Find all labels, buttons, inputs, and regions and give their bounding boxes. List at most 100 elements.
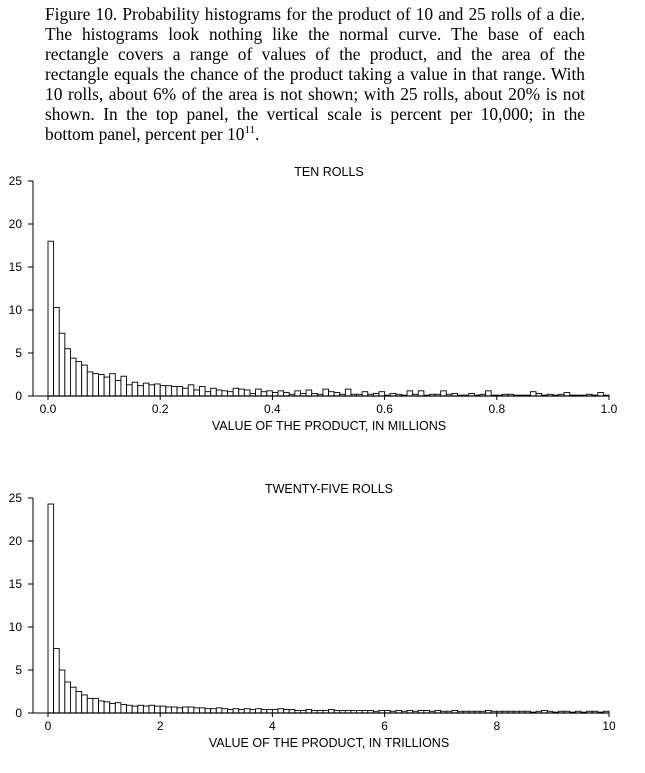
panel0-histogram-bar xyxy=(137,385,144,397)
panel0-histogram-bar xyxy=(417,390,425,397)
ten-rolls-histogram: TEN ROLLS 0 5 10 15 20 25 0.0 0.2 0.4 0.6 0.8 1.0 VAL… xyxy=(9,165,618,433)
panel1-histogram-bar xyxy=(215,707,223,714)
panel1-histogram-bar xyxy=(53,648,60,714)
panel1-x-tick-label: 4 xyxy=(269,719,276,733)
panel0-histogram-bar xyxy=(210,387,217,397)
panel1-y-tick-label: 5 xyxy=(15,663,22,677)
panel1-histogram-bar xyxy=(98,700,105,714)
panel1-histogram-bar xyxy=(69,686,77,714)
panel1-x-tick-label: 10 xyxy=(602,719,616,733)
panel0-histogram-bar xyxy=(277,390,285,397)
panel1-histogram-bar xyxy=(221,708,228,714)
panel1-histogram-bar xyxy=(199,707,206,714)
panel0-x-tick-label: 0.8 xyxy=(488,402,505,416)
panel0-histogram-bar xyxy=(126,384,133,397)
panel0-histogram-bar xyxy=(92,373,99,397)
panel1-histogram-bar xyxy=(142,705,150,714)
panel1-histogram-bar xyxy=(114,702,122,714)
panel1-y-tick-label: 20 xyxy=(9,534,23,548)
panel0-histogram-bar xyxy=(75,361,83,397)
panel1-histogram-bar xyxy=(75,691,83,714)
panel1-y-tick-label: 15 xyxy=(9,577,23,591)
panel0-histogram-bar xyxy=(64,348,71,397)
panel0-histogram-bar xyxy=(243,389,251,397)
panel1-histogram-bar xyxy=(47,503,55,714)
panel0-histogram-bar xyxy=(131,381,139,397)
panel0-y-tick-label: 5 xyxy=(15,346,22,360)
panel0-histogram-bar xyxy=(182,387,189,397)
panel1-x-axis-label: VALUE OF THE PRODUCT, IN TRILLIONS xyxy=(209,736,449,750)
panel0-histogram-bar xyxy=(232,387,240,397)
panel1-histogram-bar xyxy=(154,705,161,714)
panel0-histogram-bar xyxy=(170,386,178,397)
panel1-histogram-bar xyxy=(109,703,116,714)
panel0-x-tick-label: 0.0 xyxy=(40,402,57,416)
panel0-histogram-bar xyxy=(378,391,386,397)
figure-caption: Figure 10. Probability histograms for th… xyxy=(45,4,585,144)
panel0-histogram-bar xyxy=(86,371,94,397)
panel1-histogram-bar xyxy=(103,701,111,714)
panel0-histogram-bar xyxy=(98,374,105,397)
panel1-x-tick-label: 0 xyxy=(45,719,52,733)
panel0-histogram-bar xyxy=(530,391,537,397)
panel0-histogram-bar xyxy=(58,332,66,397)
panel1-y-tick-label: 0 xyxy=(15,706,22,720)
twenty-five-rolls-histogram: TWENTY-FIVE ROLLS 0 5 10 15 20 25 0 2 4 6 8 10 VALUE … xyxy=(9,482,616,750)
panel1-histogram-bar xyxy=(204,708,212,714)
panel0-x-tick-label: 0.6 xyxy=(376,402,393,416)
panel0-histogram-bar xyxy=(361,391,369,397)
panel1-histogram-bar xyxy=(159,705,167,714)
panel1-histogram-bar xyxy=(176,707,184,714)
panel0-histogram-bar xyxy=(103,376,111,397)
panel1-histogram-bar xyxy=(126,704,133,714)
panel1-x-tick-label: 8 xyxy=(493,719,500,733)
panel0-histogram-bar xyxy=(344,388,352,397)
panel1-histogram-bar xyxy=(187,706,195,714)
panel0-histogram-bar xyxy=(255,388,262,397)
panel0-chart-title: TEN ROLLS xyxy=(294,165,363,179)
panel1-x-tick-label: 2 xyxy=(157,719,164,733)
panel0-x-tick-label: 0.2 xyxy=(152,402,169,416)
panel0-histogram-bar xyxy=(294,390,301,397)
panel1-histogram-bar xyxy=(210,708,217,714)
panel0-y-tick-label: 25 xyxy=(9,174,23,188)
panel1-histogram-bar xyxy=(81,694,88,714)
panel1-histogram-bar xyxy=(165,706,172,714)
panel1-histogram-bar xyxy=(255,708,262,714)
panel0-histogram-bar xyxy=(238,388,245,397)
panel0-histogram-bar xyxy=(215,389,223,397)
panel0-histogram-bar xyxy=(485,390,492,397)
panel0-histogram-bar xyxy=(322,388,329,397)
panel0-histogram-bar xyxy=(221,390,228,397)
panel0-histogram-bar xyxy=(120,375,127,397)
panel0-y-tick-label: 10 xyxy=(9,303,23,317)
panel0-y-tick-label: 15 xyxy=(9,260,23,274)
panel1-histogram-bar xyxy=(58,669,66,714)
caption-text: Figure 10. Probability histograms for th… xyxy=(45,4,585,144)
panel1-y-tick-label: 25 xyxy=(9,491,23,505)
panel0-histogram-bar xyxy=(81,364,88,397)
panel0-histogram-bar xyxy=(165,385,172,397)
panel0-histogram-bar xyxy=(260,391,268,397)
panel0-histogram-bar xyxy=(176,386,184,397)
panel0-histogram-bar xyxy=(114,380,122,397)
panel1-histogram-bar xyxy=(232,708,240,714)
panel0-histogram-bar xyxy=(142,382,150,397)
panel0-histogram-bar xyxy=(204,391,212,397)
caption-superscript: 11 xyxy=(244,124,256,137)
panel0-histogram-bar xyxy=(199,386,206,397)
panel1-histogram-bar xyxy=(277,708,285,714)
panel0-histogram-bar xyxy=(266,390,273,397)
panel1-histogram-bar xyxy=(131,705,139,714)
panel1-histogram-bar xyxy=(148,704,156,714)
panel0-histogram-bar xyxy=(305,389,313,397)
panel1-histogram-bar xyxy=(137,704,144,714)
panel0-histogram-bar xyxy=(187,384,195,397)
panel0-y-tick-label: 0 xyxy=(15,389,22,403)
panel0-histogram-bar xyxy=(159,385,167,397)
panel0-y-tick-label: 20 xyxy=(9,217,23,231)
panel0-histogram-bar xyxy=(193,389,200,397)
panel0-histogram-bar xyxy=(109,373,116,397)
panel1-chart-title: TWENTY-FIVE ROLLS xyxy=(265,482,393,496)
panel1-histogram-bar xyxy=(86,697,94,714)
